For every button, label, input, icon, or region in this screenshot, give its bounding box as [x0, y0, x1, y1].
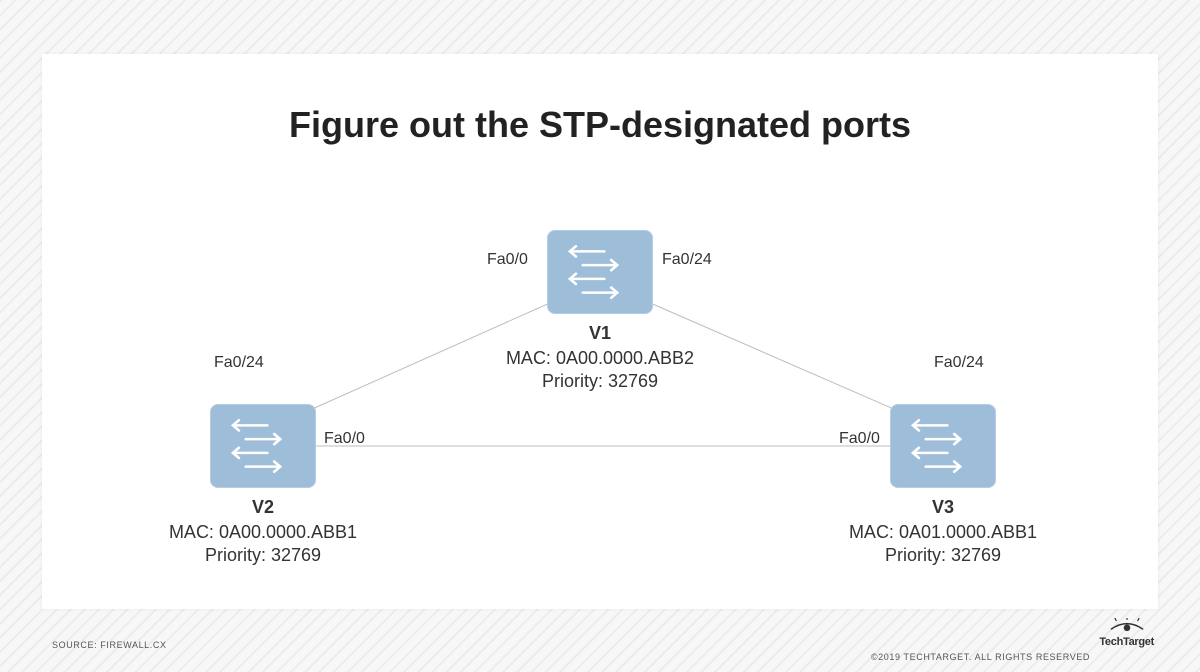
v2-mac: MAC: 0A00.0000.ABB1 [169, 522, 357, 542]
footer-source: SOURCE: FIREWALL.CX [52, 640, 167, 650]
footer-copyright: ©2019 TECHTARGET. ALL RIGHTS RESERVED [871, 652, 1090, 662]
v3-port-top: Fa0/24 [934, 354, 984, 372]
v3-mac: MAC: 0A01.0000.ABB1 [849, 522, 1037, 542]
v2-port-right: Fa0/0 [324, 430, 365, 448]
copyright-text: ©2019 TECHTARGET. ALL RIGHTS RESERVED [871, 652, 1090, 662]
v1-id: V1 [463, 322, 737, 345]
switch-v3 [890, 404, 996, 488]
v2-id: V2 [126, 496, 400, 519]
switch-arrows-icon [557, 240, 643, 304]
v2-priority: Priority: 32769 [205, 545, 321, 565]
techtarget-logo: TechTarget [1099, 618, 1154, 648]
v3-info: MAC: 0A01.0000.ABB1 Priority: 32769 [806, 521, 1080, 566]
v1-port-right: Fa0/24 [662, 251, 712, 269]
switch-arrows-icon [900, 414, 986, 478]
v3-port-left: Fa0/0 [839, 430, 880, 448]
diagram-title: Figure out the STP-designated ports [42, 104, 1158, 146]
v2-port-top: Fa0/24 [214, 354, 264, 372]
v3-priority: Priority: 32769 [885, 545, 1001, 565]
v1-mac: MAC: 0A00.0000.ABB2 [506, 348, 694, 368]
v2-info: MAC: 0A00.0000.ABB1 Priority: 32769 [126, 521, 400, 566]
switch-v2 [210, 404, 316, 488]
switch-arrows-icon [220, 414, 306, 478]
v1-priority: Priority: 32769 [542, 371, 658, 391]
v1-info: MAC: 0A00.0000.ABB2 Priority: 32769 [463, 347, 737, 392]
v3-id: V3 [806, 496, 1080, 519]
eye-icon [1109, 618, 1145, 634]
diagram-canvas: Figure out the STP-designated ports Fa0/… [42, 54, 1158, 609]
v1-port-left: Fa0/0 [487, 251, 528, 269]
brand-name: TechTarget [1099, 636, 1154, 648]
switch-v1 [547, 230, 653, 314]
